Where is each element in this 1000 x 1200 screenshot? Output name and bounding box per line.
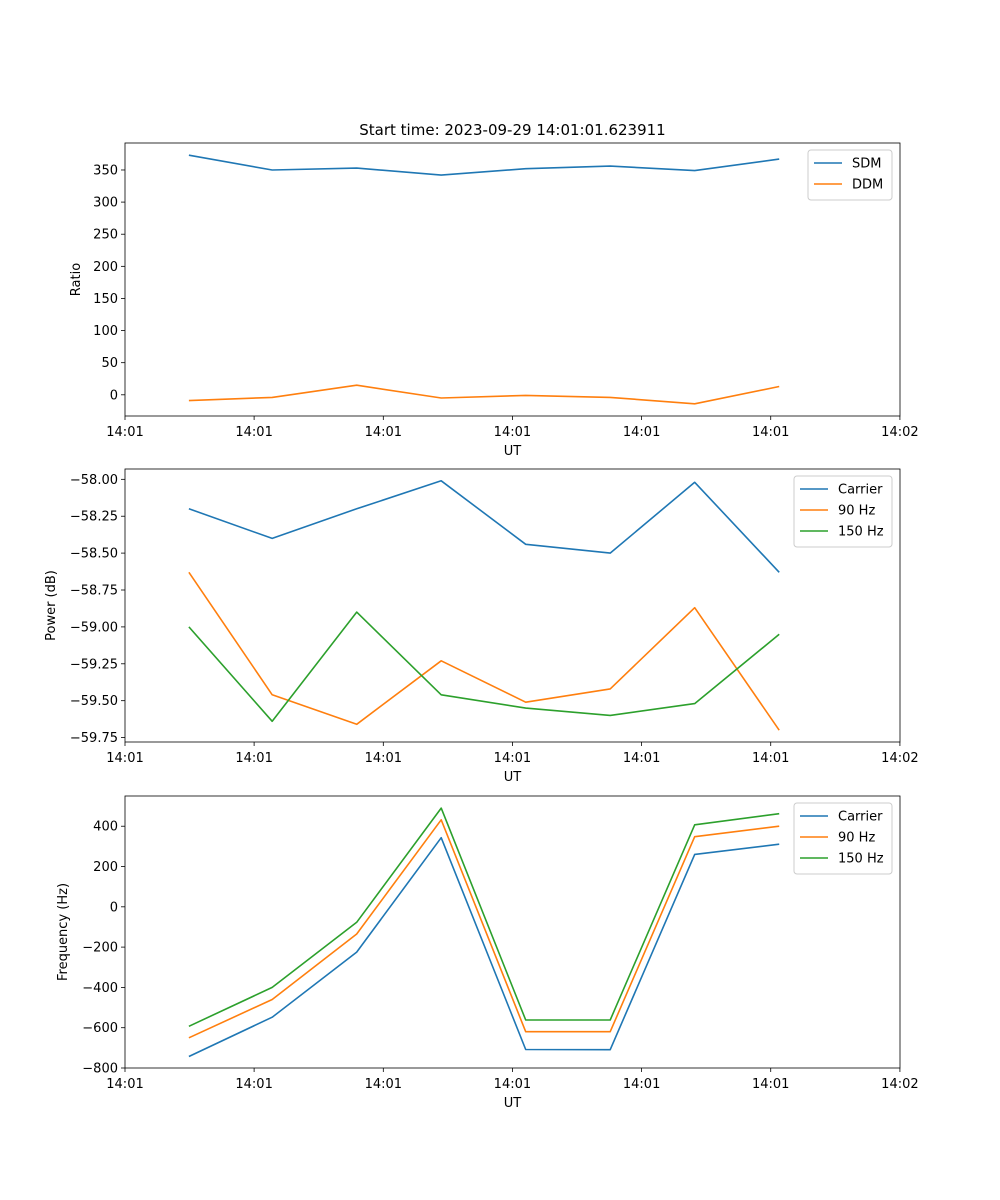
y-tick-label: −58.50 [70,547,118,562]
subplot-3 [121,795,901,1072]
x-tick-label: 14:01 [106,1077,143,1092]
legend-box [793,475,893,548]
x-tick-label: 14:01 [752,751,789,766]
legend-label: 90 Hz [838,504,875,519]
y-tick-label: −800 [82,1062,118,1077]
y-tick-label: 400 [93,820,118,835]
series-line-90-hz [188,818,780,1039]
x-tick-label: 14:01 [365,751,402,766]
y-tick-label: −400 [82,981,118,996]
series-line-90-hz [188,571,780,731]
x-tick-label: 14:01 [106,751,143,766]
series-line-ddm [188,384,780,405]
legend-label: 150 Hz [838,852,884,867]
x-tick-label: 14:01 [235,425,272,440]
y-axis-label: Power (dB) [44,570,59,641]
axes-frame [124,142,901,417]
y-tick-label: −59.75 [70,731,118,746]
y-tick-label: −600 [82,1021,118,1036]
series-line-carrier [188,836,780,1058]
subplot-2 [121,468,901,746]
y-tick-label: −59.00 [70,620,118,635]
y-tick-label: 300 [93,196,118,211]
series-line-carrier [188,479,780,573]
series-line-150-hz [188,611,780,723]
y-tick-label: 50 [101,356,118,371]
x-tick-label: 14:01 [623,751,660,766]
x-tick-label: 14:02 [881,425,918,440]
x-tick-label: 14:02 [881,1077,918,1092]
y-tick-label: 0 [110,900,118,915]
legend-label: 150 Hz [838,525,884,540]
x-tick-label: 14:01 [752,1077,789,1092]
series-line-sdm [188,154,780,176]
x-tick-label: 14:01 [494,425,531,440]
x-axis-label: UT [504,444,522,459]
series-line-150-hz [188,807,780,1028]
y-tick-label: −58.25 [70,510,118,525]
x-tick-label: 14:01 [235,1077,272,1092]
y-tick-label: 150 [93,292,118,307]
x-tick-label: 14:01 [365,1077,402,1092]
x-tick-label: 14:01 [235,751,272,766]
y-tick-label: −58.75 [70,584,118,599]
x-axis-label: UT [504,770,522,785]
legend-label: Carrier [838,483,883,498]
legend-label: 90 Hz [838,831,875,846]
axes-frame [124,795,901,1069]
x-tick-label: 14:01 [494,1077,531,1092]
y-tick-label: 200 [93,860,118,875]
y-tick-label: −59.25 [70,657,118,672]
subplot-1 [121,142,901,420]
x-axis-label: UT [504,1096,522,1111]
x-tick-label: 14:01 [106,425,143,440]
legend-label: DDM [852,178,883,193]
y-axis-label: Ratio [69,263,84,296]
y-tick-label: 250 [93,228,118,243]
y-tick-label: 350 [93,163,118,178]
x-tick-label: 14:01 [365,425,402,440]
y-tick-label: 0 [110,388,118,403]
y-tick-label: 200 [93,260,118,275]
x-tick-label: 14:02 [881,751,918,766]
x-tick-label: 14:01 [623,1077,660,1092]
y-tick-label: 100 [93,324,118,339]
y-tick-label: −59.50 [70,694,118,709]
axes-frame [124,468,901,743]
y-axis-label: Frequency (Hz) [56,883,71,981]
legend-label: SDM [852,157,881,172]
x-tick-label: 14:01 [623,425,660,440]
x-tick-label: 14:01 [752,425,789,440]
y-tick-label: −58.00 [70,473,118,488]
legend-label: Carrier [838,810,883,825]
y-tick-label: −200 [82,941,118,956]
legend-box [793,802,893,875]
x-tick-label: 14:01 [494,751,531,766]
chart-title: Start time: 2023-09-29 14:01:01.623911 [359,121,665,139]
